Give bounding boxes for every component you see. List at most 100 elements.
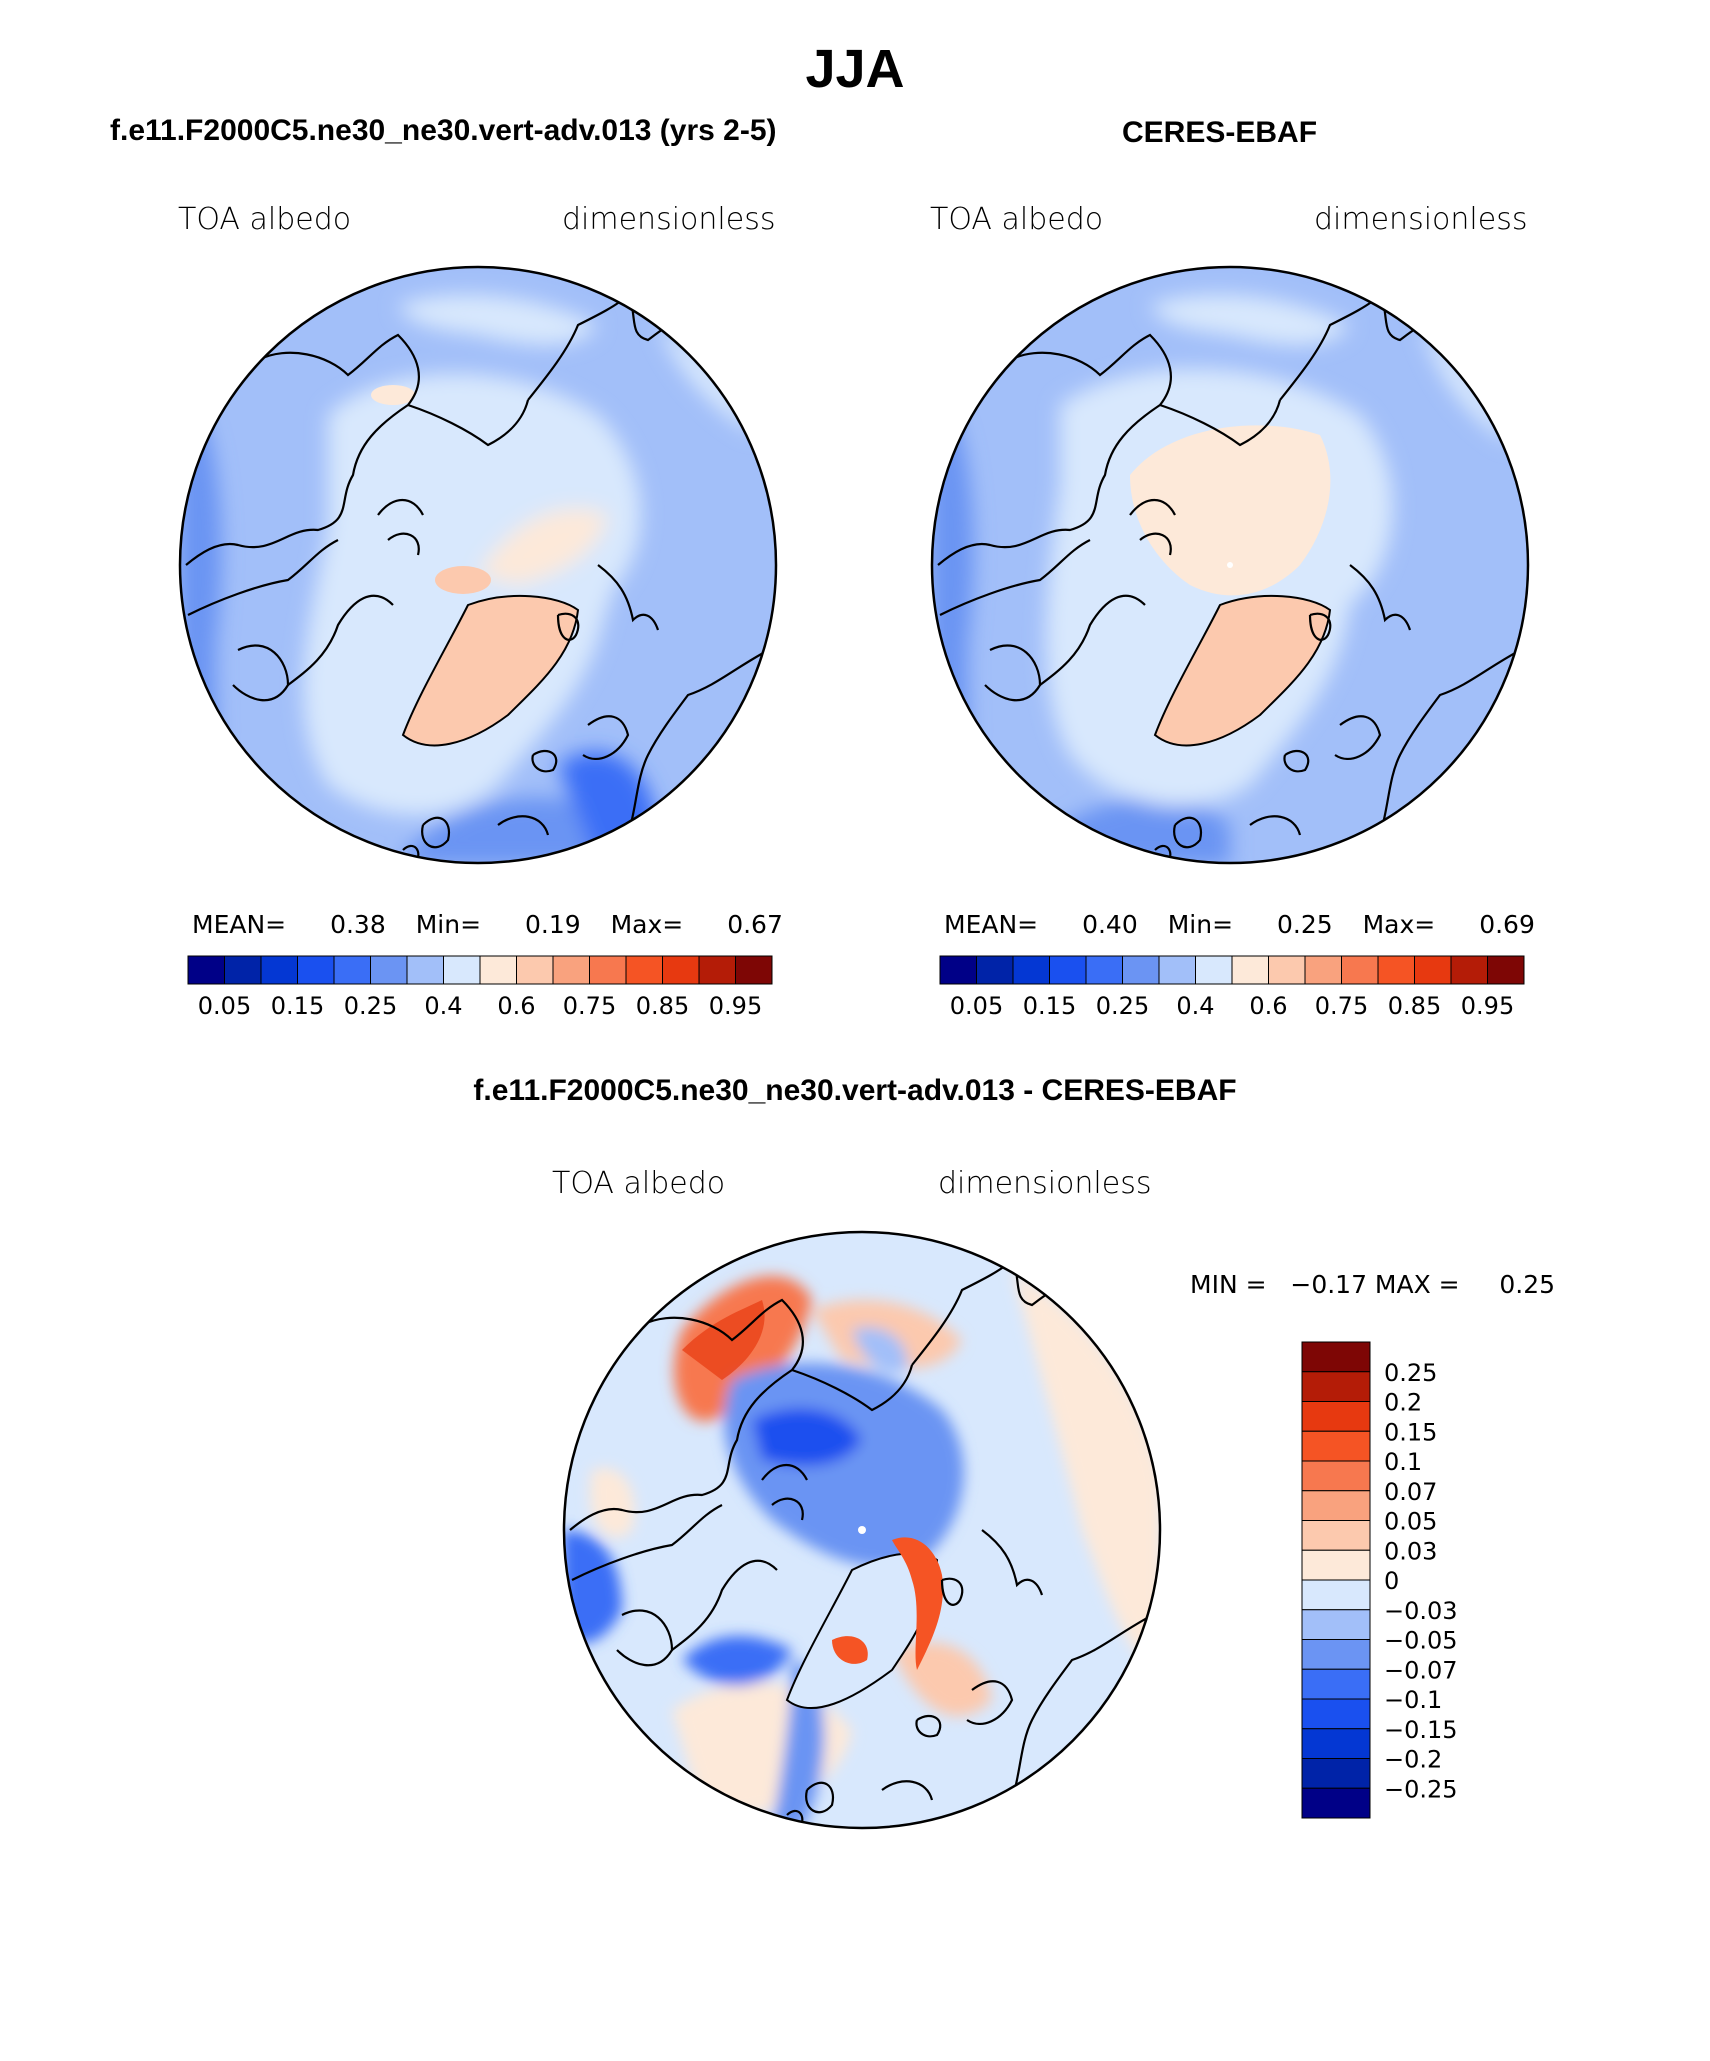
colorbar-swatch [1268,955,1306,985]
model-max-label: Max= [610,910,684,939]
contour-region [478,508,608,585]
colorbar-swatch [333,955,371,985]
colorbar-tick-label: 0.75 [1315,992,1368,1018]
obs-max-label: Max= [1362,910,1436,939]
colorbar-swatch [1122,955,1160,985]
colorbar-swatch [1301,1371,1371,1402]
colorbar-swatch [479,955,517,985]
obs-units-label: dimensionless [1314,202,1528,237]
diff-panel-title: f.e11.F2000C5.ne30_ne30.vert-adv.013 - C… [473,1074,1237,1107]
colorbar-tick-label: 0.4 [424,992,462,1018]
colorbar-tick-label: 0.4 [1176,992,1214,1018]
colorbar-tick-label: 0.6 [497,992,535,1018]
colorbar-swatch [1487,955,1525,985]
colorbar-swatch [1158,955,1196,985]
colorbar-tick-label: 0.15 [1384,1418,1437,1446]
colorbar-swatch [1301,1579,1371,1611]
colorbar-swatch [1301,1668,1371,1700]
arctic-ocean-albedo-region [1130,425,1331,596]
contour-region [1012,1270,1160,1680]
model-panel-title: f.e11.F2000C5.ne30_ne30.vert-adv.013 (yr… [110,114,777,147]
obs-polar-map [930,265,1530,865]
model-variable-label: TOA albedo [178,202,352,237]
model-polar-map [178,265,778,865]
colorbar-swatch [1012,955,1050,985]
obs-mean-value: 0.40 [1082,910,1138,939]
colorbar-swatch [1377,955,1415,985]
colorbar-swatch [589,955,627,985]
colorbar-swatch [370,955,408,985]
colorbar-swatch [625,955,663,985]
colorbar-tick-label: 0.95 [709,992,762,1018]
colorbar-swatch [976,955,1014,985]
diff-minmax: MIN = −0.17 MAX = 0.25 [1190,1270,1556,1299]
colorbar-swatch [735,955,773,985]
model-mean-value: 0.38 [330,910,386,939]
model-colorbar: 0.05 0.15 0.25 0.4 0.6 0.75 0.85 0.95 [187,955,773,1018]
colorbar-swatch [1301,1639,1371,1670]
colorbar-swatch [1301,1520,1371,1551]
colorbar-swatch [939,955,977,985]
contour-region [852,1327,908,1373]
contour-region [398,294,598,345]
season-title: JJA [805,39,905,99]
colorbar-tick-label: −0.2 [1384,1746,1442,1774]
model-max-value: 0.67 [727,910,783,939]
colorbar-swatch [443,955,481,985]
obs-mean-label: MEAN= [944,910,1039,939]
colorbar-swatch [1301,1609,1371,1640]
colorbar-swatch [1450,955,1488,985]
colorbar-tick-label: −0.1 [1384,1686,1442,1714]
diff-colorbar: 0.250.20.150.10.070.050.030−0.03−0.05−0.… [1301,1341,1458,1819]
colorbar-swatch [1301,1401,1371,1432]
model-mean-label: MEAN= [192,910,287,939]
colorbar-tick-label: 0.05 [950,992,1003,1018]
colorbar-swatch [1341,955,1379,985]
colorbar-tick-label: 0.15 [271,992,324,1018]
obs-stats: MEAN= 0.40 Min= 0.25 Max= 0.69 [944,910,1535,939]
colorbar-swatch [662,955,700,985]
colorbar-swatch [1085,955,1123,985]
map-boundary [930,265,1530,865]
colorbar-tick-label: 0.1 [1384,1448,1422,1476]
colorbar-tick-label: 0.75 [563,992,616,1018]
colorbar-tick-label: 0.03 [1384,1537,1437,1565]
colorbar-swatch [1301,1728,1371,1759]
colorbar-swatch [406,955,444,985]
colorbar-swatch [187,955,225,985]
colorbar-swatch [516,955,554,985]
colorbar-swatch [260,955,298,985]
model-min-value: 0.19 [524,910,581,939]
colorbar-tick-label: 0.07 [1384,1478,1437,1506]
colorbar-swatch [1414,955,1452,985]
contour-region [590,1468,635,1538]
colorbar-tick-label: −0.05 [1384,1627,1458,1655]
diff-variable-label: TOA albedo [552,1166,726,1201]
colorbar-swatch [1301,1341,1371,1373]
colorbar-swatch [224,955,262,985]
map-boundary [178,265,778,865]
obs-min-value: 0.25 [1276,910,1333,939]
colorbar-tick-label: 0.85 [1388,992,1441,1018]
greenland-albedo-region [1153,595,1332,747]
diff-units-label: dimensionless [938,1166,1152,1201]
obs-colorbar: 0.05 0.15 0.25 0.4 0.6 0.75 0.85 0.95 [939,955,1525,1018]
contour-region [682,1300,765,1380]
colorbar-tick-label: −0.25 [1384,1775,1458,1803]
obs-panel-title: CERES-EBAF [1122,116,1318,149]
colorbar-tick-label: 0.15 [1023,992,1076,1018]
colorbar-tick-label: 0.05 [198,992,251,1018]
colorbar-swatch [1301,1460,1371,1492]
model-units-label: dimensionless [562,202,776,237]
colorbar-tick-label: 0 [1384,1567,1399,1595]
greenland-albedo-region [401,595,580,747]
colorbar-tick-label: 0.6 [1249,992,1287,1018]
colorbar-swatch [1049,955,1087,985]
obs-max-value: 0.69 [1479,910,1535,939]
colorbar-tick-label: 0.25 [344,992,397,1018]
colorbar-swatch [1301,1549,1371,1581]
colorbar-swatch [1301,1758,1371,1789]
colorbar-swatch [1301,1787,1371,1819]
contour-region [303,373,641,815]
colorbar-tick-label: 0.85 [636,992,689,1018]
